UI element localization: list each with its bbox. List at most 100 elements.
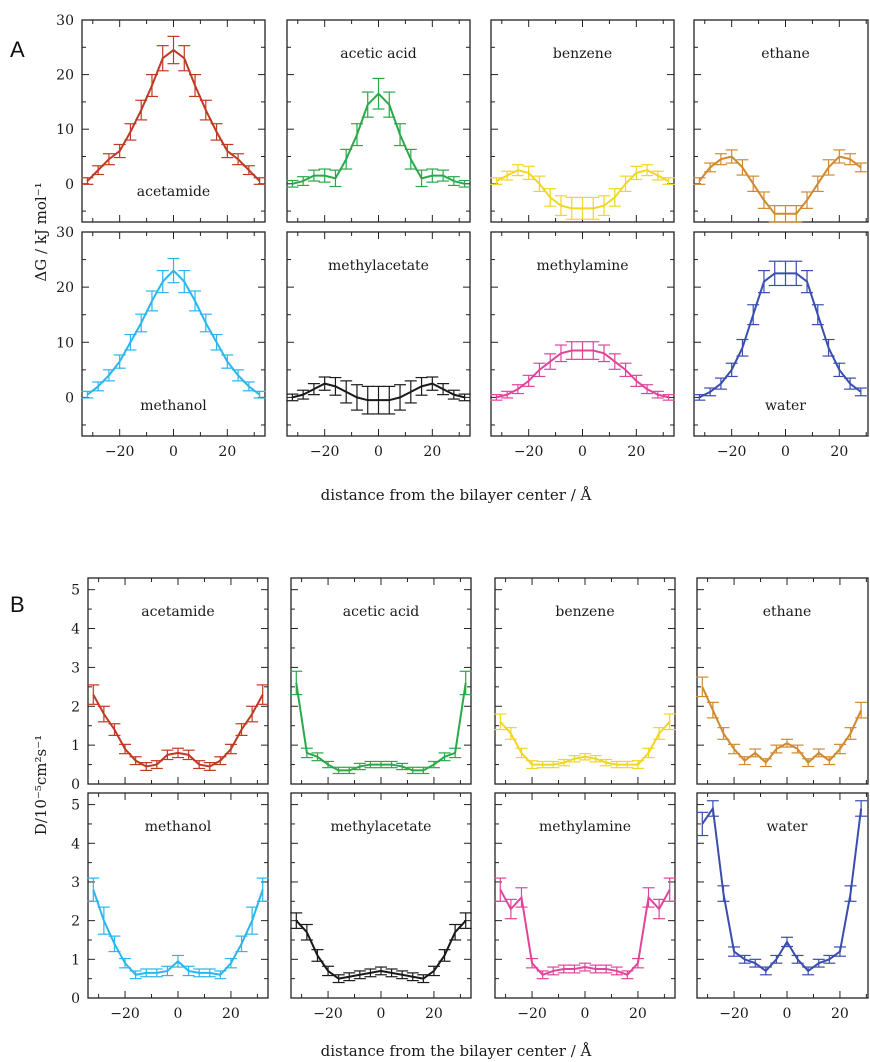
series-label: acetic acid [343,604,420,620]
subplot-ethane: ethane [693,19,869,223]
subplot-frame [693,231,869,437]
x-tick-label: 20 [831,1006,849,1022]
x-tick-label: −20 [514,444,544,460]
subplot-benzene: benzene [490,19,675,223]
y-axis-title-a: ΔG / kJ mol⁻¹ [32,182,50,281]
y-tick-label: 2 [71,699,80,715]
series-line-methanol [86,269,261,396]
x-tick-label: −20 [105,444,135,460]
series-label: methylacetate [331,819,432,835]
x-axis-title-b: distance from the bilayer center / Å [321,1042,592,1060]
subplot-benzene: benzene [494,577,676,785]
x-tick-label: −20 [517,1006,547,1022]
subplot-water: −20 0 20 water [693,231,869,460]
series-line-acetamide [92,694,264,768]
y-tick-label: 20 [56,68,74,84]
y-tick-label: 30 [56,225,74,241]
y-tick-label: 10 [56,335,74,351]
series-label: benzene [555,604,614,620]
error-bar [459,670,472,696]
y-tick-label: 1 [71,738,80,754]
series-label: acetic acid [340,46,417,62]
x-tick-label: 0 [781,444,790,460]
series-label: methylamine [539,819,631,835]
y-tick-label: 2 [71,914,80,930]
series-line-acetamide [86,48,261,182]
subplot-methanol: 0 1 2 3 4 5 −20 0 20 methanol [71,792,269,1022]
series-line-methanol [92,889,264,976]
error-bar [494,713,507,731]
series-label: methylacetate [328,258,429,274]
series-line-methylamine [499,889,671,976]
panel-label-a: A [10,37,25,62]
series-line-benzene [499,721,671,766]
x-tick-label: −20 [313,1006,343,1022]
x-tick-label: 20 [222,1006,240,1022]
panel-label-b: B [10,592,25,617]
subplot-methylacetate: −20 0 20 methylacetate [290,792,472,1022]
series-line-methylacetate [292,382,465,402]
x-tick-label: 20 [629,1006,647,1022]
x-tick-label: 0 [169,444,178,460]
y-tick-label: 3 [71,875,80,891]
y-tick-label: 0 [71,991,80,1007]
y-tick-label: 0 [65,177,74,193]
series-line-methylacetate [295,919,467,980]
y-tick-label: 30 [56,13,74,29]
x-tick-label: 0 [581,1006,590,1022]
series-label: methylamine [537,258,629,274]
subplot-frame [696,577,869,785]
y-tick-label: 4 [71,622,80,638]
subplot-acetic-acid: acetic acid [286,19,471,223]
error-bar [663,713,676,731]
subplot-frame [696,792,869,999]
y-tick-label: 0 [65,390,74,406]
subplot-acetic-acid: acetic acid [290,577,472,785]
x-tick-label: 20 [425,1006,443,1022]
subplot-ethane: ethane [696,577,869,785]
x-tick-label: 20 [627,444,645,460]
series-line-acetic-acid [292,92,465,185]
series-label: methanol [145,819,212,835]
series-line-methylamine [496,349,669,399]
series-line-ethane [701,686,863,765]
x-tick-label: 20 [218,444,236,460]
series-label: benzene [553,46,612,62]
y-axis-title-b: D/10⁻⁵cm²s⁻¹ [32,735,50,835]
y-tick-label: 5 [71,798,80,814]
x-tick-label: −20 [717,444,747,460]
x-tick-label: −20 [110,1006,140,1022]
x-tick-label: −20 [719,1006,749,1022]
series-line-ethane [698,155,862,215]
series-label: water [767,819,808,835]
series-label: acetamide [141,604,214,620]
subplot-methylamine: −20 0 20 methylamine [490,231,675,460]
y-tick-label: 10 [56,122,74,138]
y-tick-label: 4 [71,836,80,852]
subplot-acetamide: 0 10 20 30 acetamide [56,13,266,223]
series-line-acetic-acid [295,682,467,772]
series-line-water [701,805,863,973]
y-tick-label: 3 [71,660,80,676]
x-tick-label: 0 [783,1006,792,1022]
subplot-methylacetate: −20 0 20 methylacetate [286,231,471,460]
x-tick-label: 20 [423,444,441,460]
series-label: ethane [763,604,812,620]
x-tick-label: −20 [310,444,340,460]
x-tick-label: 0 [374,444,383,460]
series-line-benzene [495,169,670,210]
y-tick-label: 0 [71,777,80,793]
x-axis-title-a: distance from the bilayer center / Å [321,486,592,504]
x-tick-label: 0 [578,444,587,460]
y-tick-label: 5 [71,583,80,599]
error-bar [290,670,303,696]
series-label: ethane [761,46,810,62]
subplot-acetamide: 0 1 2 3 4 5 acetamide [71,577,269,793]
x-tick-label: 0 [377,1006,386,1022]
x-tick-label: 20 [830,444,848,460]
series-label: acetamide [137,184,210,200]
subplot-methanol: 0 10 20 30 −20 0 20 methanol [56,225,266,460]
y-tick-label: 1 [71,952,80,968]
